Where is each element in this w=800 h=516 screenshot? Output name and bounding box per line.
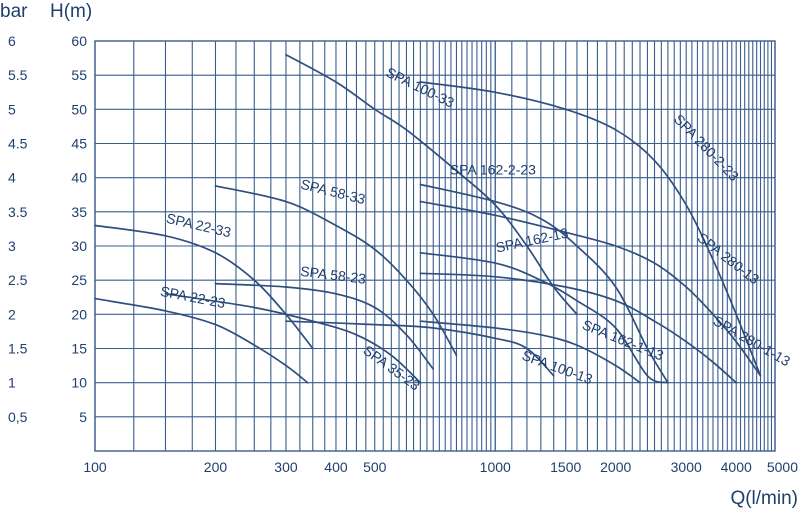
pressure-tick-label: 0,5 <box>8 409 28 425</box>
curve-spa-280-1-13 <box>419 272 738 384</box>
head-tick-label: 45 <box>71 136 87 152</box>
label-spa-162-13: SPA 162-13 <box>494 224 570 255</box>
flow-tick-label: 300 <box>274 459 298 475</box>
pressure-tick-label: 2.5 <box>8 272 28 288</box>
curves <box>94 53 762 384</box>
head-tick-label: 60 <box>71 33 87 49</box>
head-tick-label: 40 <box>71 170 87 186</box>
head-tick-label: 20 <box>71 306 87 322</box>
flow-tick-label: 5000 <box>767 459 798 475</box>
curve-spa-280-2-23 <box>419 81 762 377</box>
label-spa-100-13: SPA 100-13 <box>520 347 595 387</box>
pressure-tick-label: 5.5 <box>8 67 28 83</box>
curve-spa-162-1-13 <box>419 320 641 384</box>
pressure-tick-label: 3.5 <box>8 204 28 220</box>
flow-tick-label: 500 <box>363 459 387 475</box>
flow-tick-label: 1500 <box>550 459 581 475</box>
flow-tick-label: 1000 <box>480 459 511 475</box>
curve-spa-162-2-23 <box>419 183 669 384</box>
pressure-axis-ticks: 0,5 1 1.5 2 2.5 3 3.5 4 4.5 5 5.5 6 <box>8 33 28 425</box>
pressure-tick-label: 1.5 <box>8 341 28 357</box>
curve-spa-100-33 <box>285 53 578 316</box>
pressure-tick-label: 4 <box>8 170 16 186</box>
curve-spa-280-13 <box>419 200 762 377</box>
flow-axis-ticks: 100 200 300 400 500 1000 1500 2000 3000 4000 5000 <box>83 459 798 475</box>
curve-spa-58-33 <box>214 185 458 357</box>
flow-tick-label: 3000 <box>671 459 702 475</box>
label-spa-58-23: SPA 58-23 <box>300 263 368 287</box>
curve-spa-58-23 <box>214 282 435 370</box>
flow-tick-label: 100 <box>83 459 107 475</box>
label-spa-162-1-13: SPA 162-1-13 <box>580 316 666 363</box>
head-axis-ticks: 5 10 15 20 25 30 35 40 45 50 55 60 <box>71 33 87 425</box>
plot-frame <box>94 40 776 452</box>
pressure-axis-title: bar <box>0 1 28 22</box>
pressure-tick-label: 4.5 <box>8 136 28 152</box>
pressure-tick-label: 2 <box>8 306 16 322</box>
head-tick-label: 50 <box>71 101 87 117</box>
pressure-tick-label: 1 <box>8 375 16 391</box>
pressure-tick-label: 5 <box>8 101 16 117</box>
head-tick-label: 30 <box>71 238 87 254</box>
head-tick-label: 15 <box>71 341 87 357</box>
curve-spa-22-33 <box>94 224 314 350</box>
curve-spa-162-13 <box>419 251 669 384</box>
label-spa-162-2-23: SPA 162-2-23 <box>450 162 536 178</box>
flow-tick-label: 2000 <box>600 459 631 475</box>
pressure-tick-label: 3 <box>8 238 16 254</box>
flow-axis-title: Q(l/min) <box>730 488 798 509</box>
label-spa-22-23: SPA 22-23 <box>159 283 227 311</box>
head-tick-label: 35 <box>71 204 87 220</box>
flow-tick-label: 200 <box>204 459 228 475</box>
curve-spa-35-23 <box>164 292 422 384</box>
flow-tick-label: 400 <box>324 459 348 475</box>
curve-spa-100-13 <box>285 320 555 377</box>
curve-spa-22-23 <box>94 297 309 384</box>
pressure-tick-label: 6 <box>8 33 16 49</box>
head-axis-title: H(m) <box>50 1 92 22</box>
label-spa-22-33: SPA 22-33 <box>165 210 233 240</box>
head-tick-label: 25 <box>71 272 87 288</box>
head-tick-label: 10 <box>71 375 87 391</box>
head-tick-label: 55 <box>71 67 87 83</box>
head-tick-label: 5 <box>79 409 87 425</box>
flow-tick-label: 4000 <box>721 459 752 475</box>
